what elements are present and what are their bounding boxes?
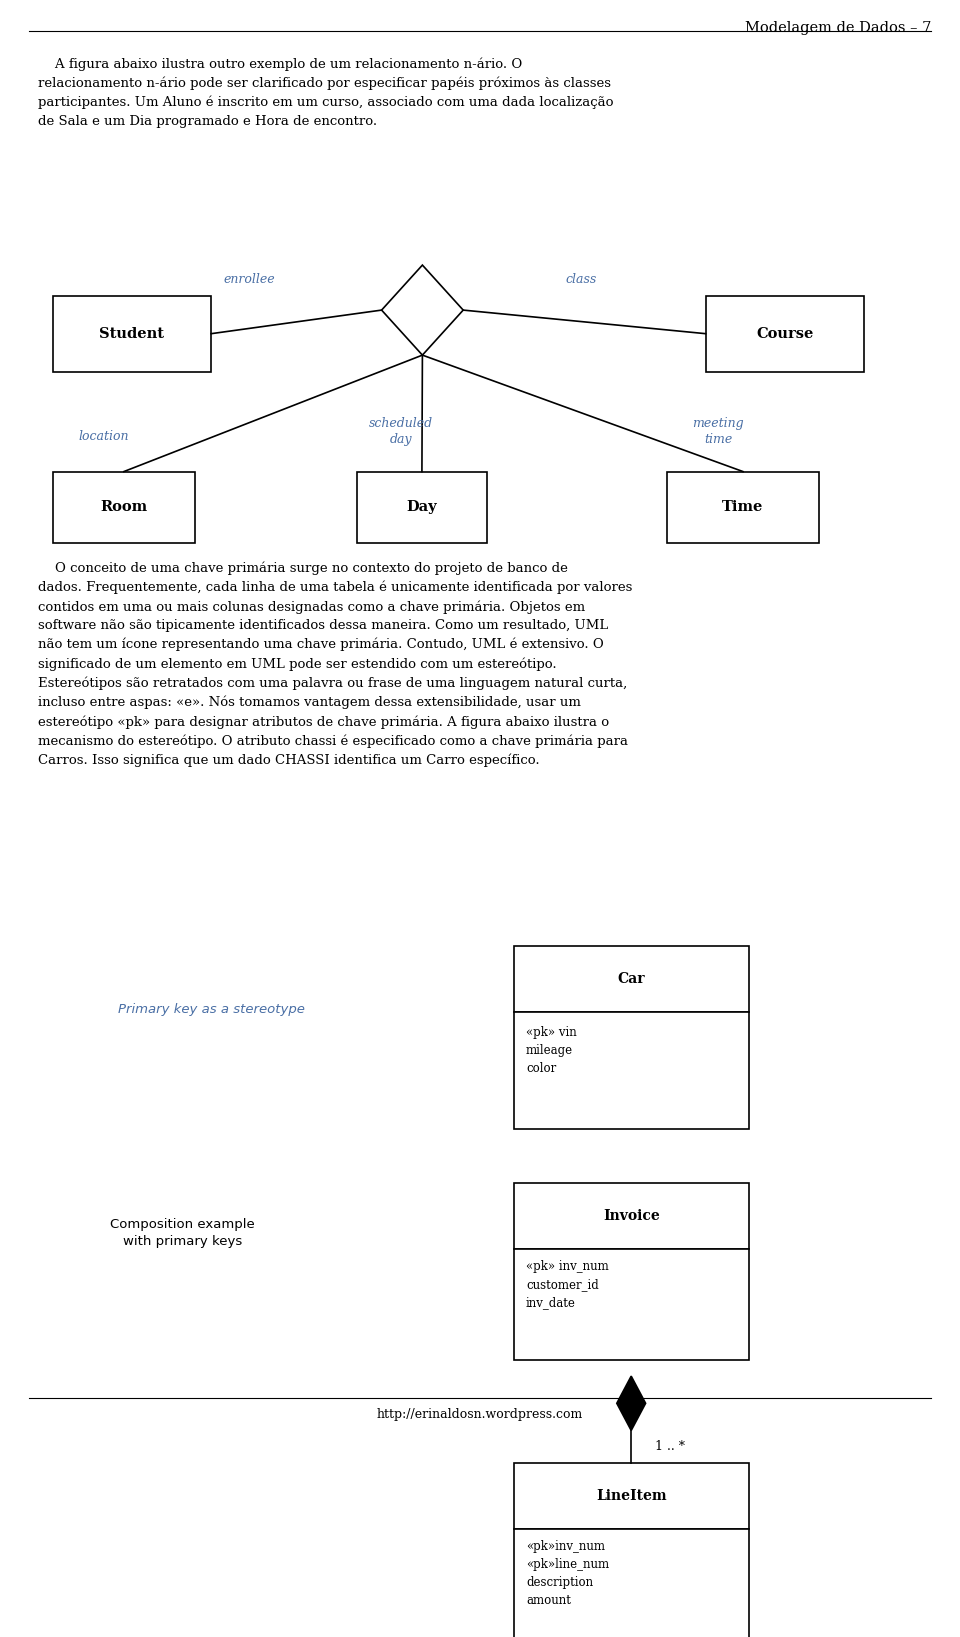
Text: 1 .. *: 1 .. * (655, 1441, 685, 1454)
Text: LineItem: LineItem (596, 1490, 666, 1503)
FancyBboxPatch shape (514, 946, 749, 1012)
FancyBboxPatch shape (706, 296, 864, 372)
Text: http://erinaldosn.wordpress.com: http://erinaldosn.wordpress.com (377, 1408, 583, 1421)
Text: Invoice: Invoice (603, 1210, 660, 1223)
Text: Student: Student (100, 327, 164, 340)
Text: Course: Course (756, 327, 813, 340)
FancyBboxPatch shape (514, 1012, 749, 1130)
FancyBboxPatch shape (357, 471, 487, 543)
Text: Time: Time (722, 501, 764, 514)
Text: «pk» inv_num
customer_id
inv_date: «pk» inv_num customer_id inv_date (526, 1260, 609, 1310)
Text: Modelagem de Dados – 7: Modelagem de Dados – 7 (745, 21, 931, 36)
Text: Room: Room (100, 501, 148, 514)
Text: enrollee: enrollee (224, 273, 276, 286)
FancyBboxPatch shape (514, 1249, 749, 1360)
Text: Day: Day (407, 501, 437, 514)
FancyBboxPatch shape (514, 1463, 749, 1529)
FancyBboxPatch shape (514, 1529, 749, 1637)
FancyBboxPatch shape (53, 471, 195, 543)
Text: scheduled
day: scheduled day (370, 417, 433, 445)
Polygon shape (616, 1377, 645, 1431)
Text: O conceito de uma chave primária surge no contexto do projeto de banco de
dados.: O conceito de uma chave primária surge n… (38, 561, 633, 768)
FancyBboxPatch shape (667, 471, 819, 543)
Text: meeting
time: meeting time (692, 417, 744, 445)
Text: Primary key as a stereotype: Primary key as a stereotype (118, 1003, 304, 1017)
FancyBboxPatch shape (53, 296, 211, 372)
Text: location: location (79, 431, 130, 444)
Text: class: class (565, 273, 596, 286)
Text: A figura abaixo ilustra outro exemplo de um relacionamento n-ário. O
relacioname: A figura abaixo ilustra outro exemplo de… (38, 57, 613, 128)
Text: Composition example
with primary keys: Composition example with primary keys (110, 1218, 254, 1247)
Polygon shape (382, 265, 463, 355)
Text: «pk» vin
mileage
color: «pk» vin mileage color (526, 1026, 577, 1076)
Text: «pk»inv_num
«pk»line_num
description
amount: «pk»inv_num «pk»line_num description amo… (526, 1540, 610, 1608)
FancyBboxPatch shape (514, 1184, 749, 1249)
Text: Car: Car (617, 972, 645, 985)
